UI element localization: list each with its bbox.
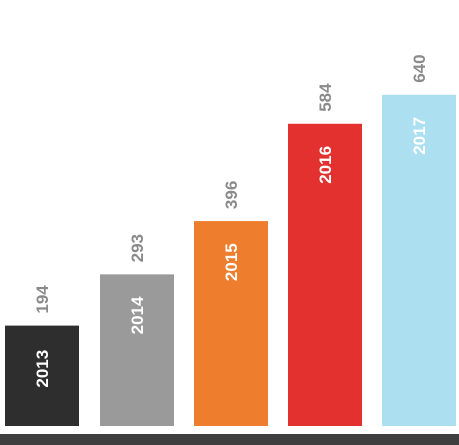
value-label-2017: 640 <box>410 54 429 82</box>
value-label-2016: 584 <box>316 83 335 112</box>
category-label-2017: 2017 <box>410 117 429 155</box>
value-label-2015: 396 <box>222 181 241 209</box>
bar-2013 <box>5 325 79 426</box>
bar-2016 <box>288 123 362 426</box>
bars-group <box>5 94 456 427</box>
category-label-2016: 2016 <box>316 146 335 184</box>
category-label-2015: 2015 <box>222 243 241 281</box>
category-label-2014: 2014 <box>128 296 147 334</box>
bar-2017 <box>382 94 456 427</box>
bar-2014 <box>100 274 174 426</box>
category-labels-group: 2013 2014 2015 2016 2017 <box>33 117 429 388</box>
category-label-2013: 2013 <box>33 350 52 388</box>
value-label-2013: 194 <box>33 285 52 314</box>
value-label-2014: 293 <box>128 234 147 262</box>
baseline-axis <box>0 434 459 445</box>
bar-2015 <box>194 221 268 426</box>
value-labels-group: 194 293 396 584 640 <box>33 54 429 313</box>
